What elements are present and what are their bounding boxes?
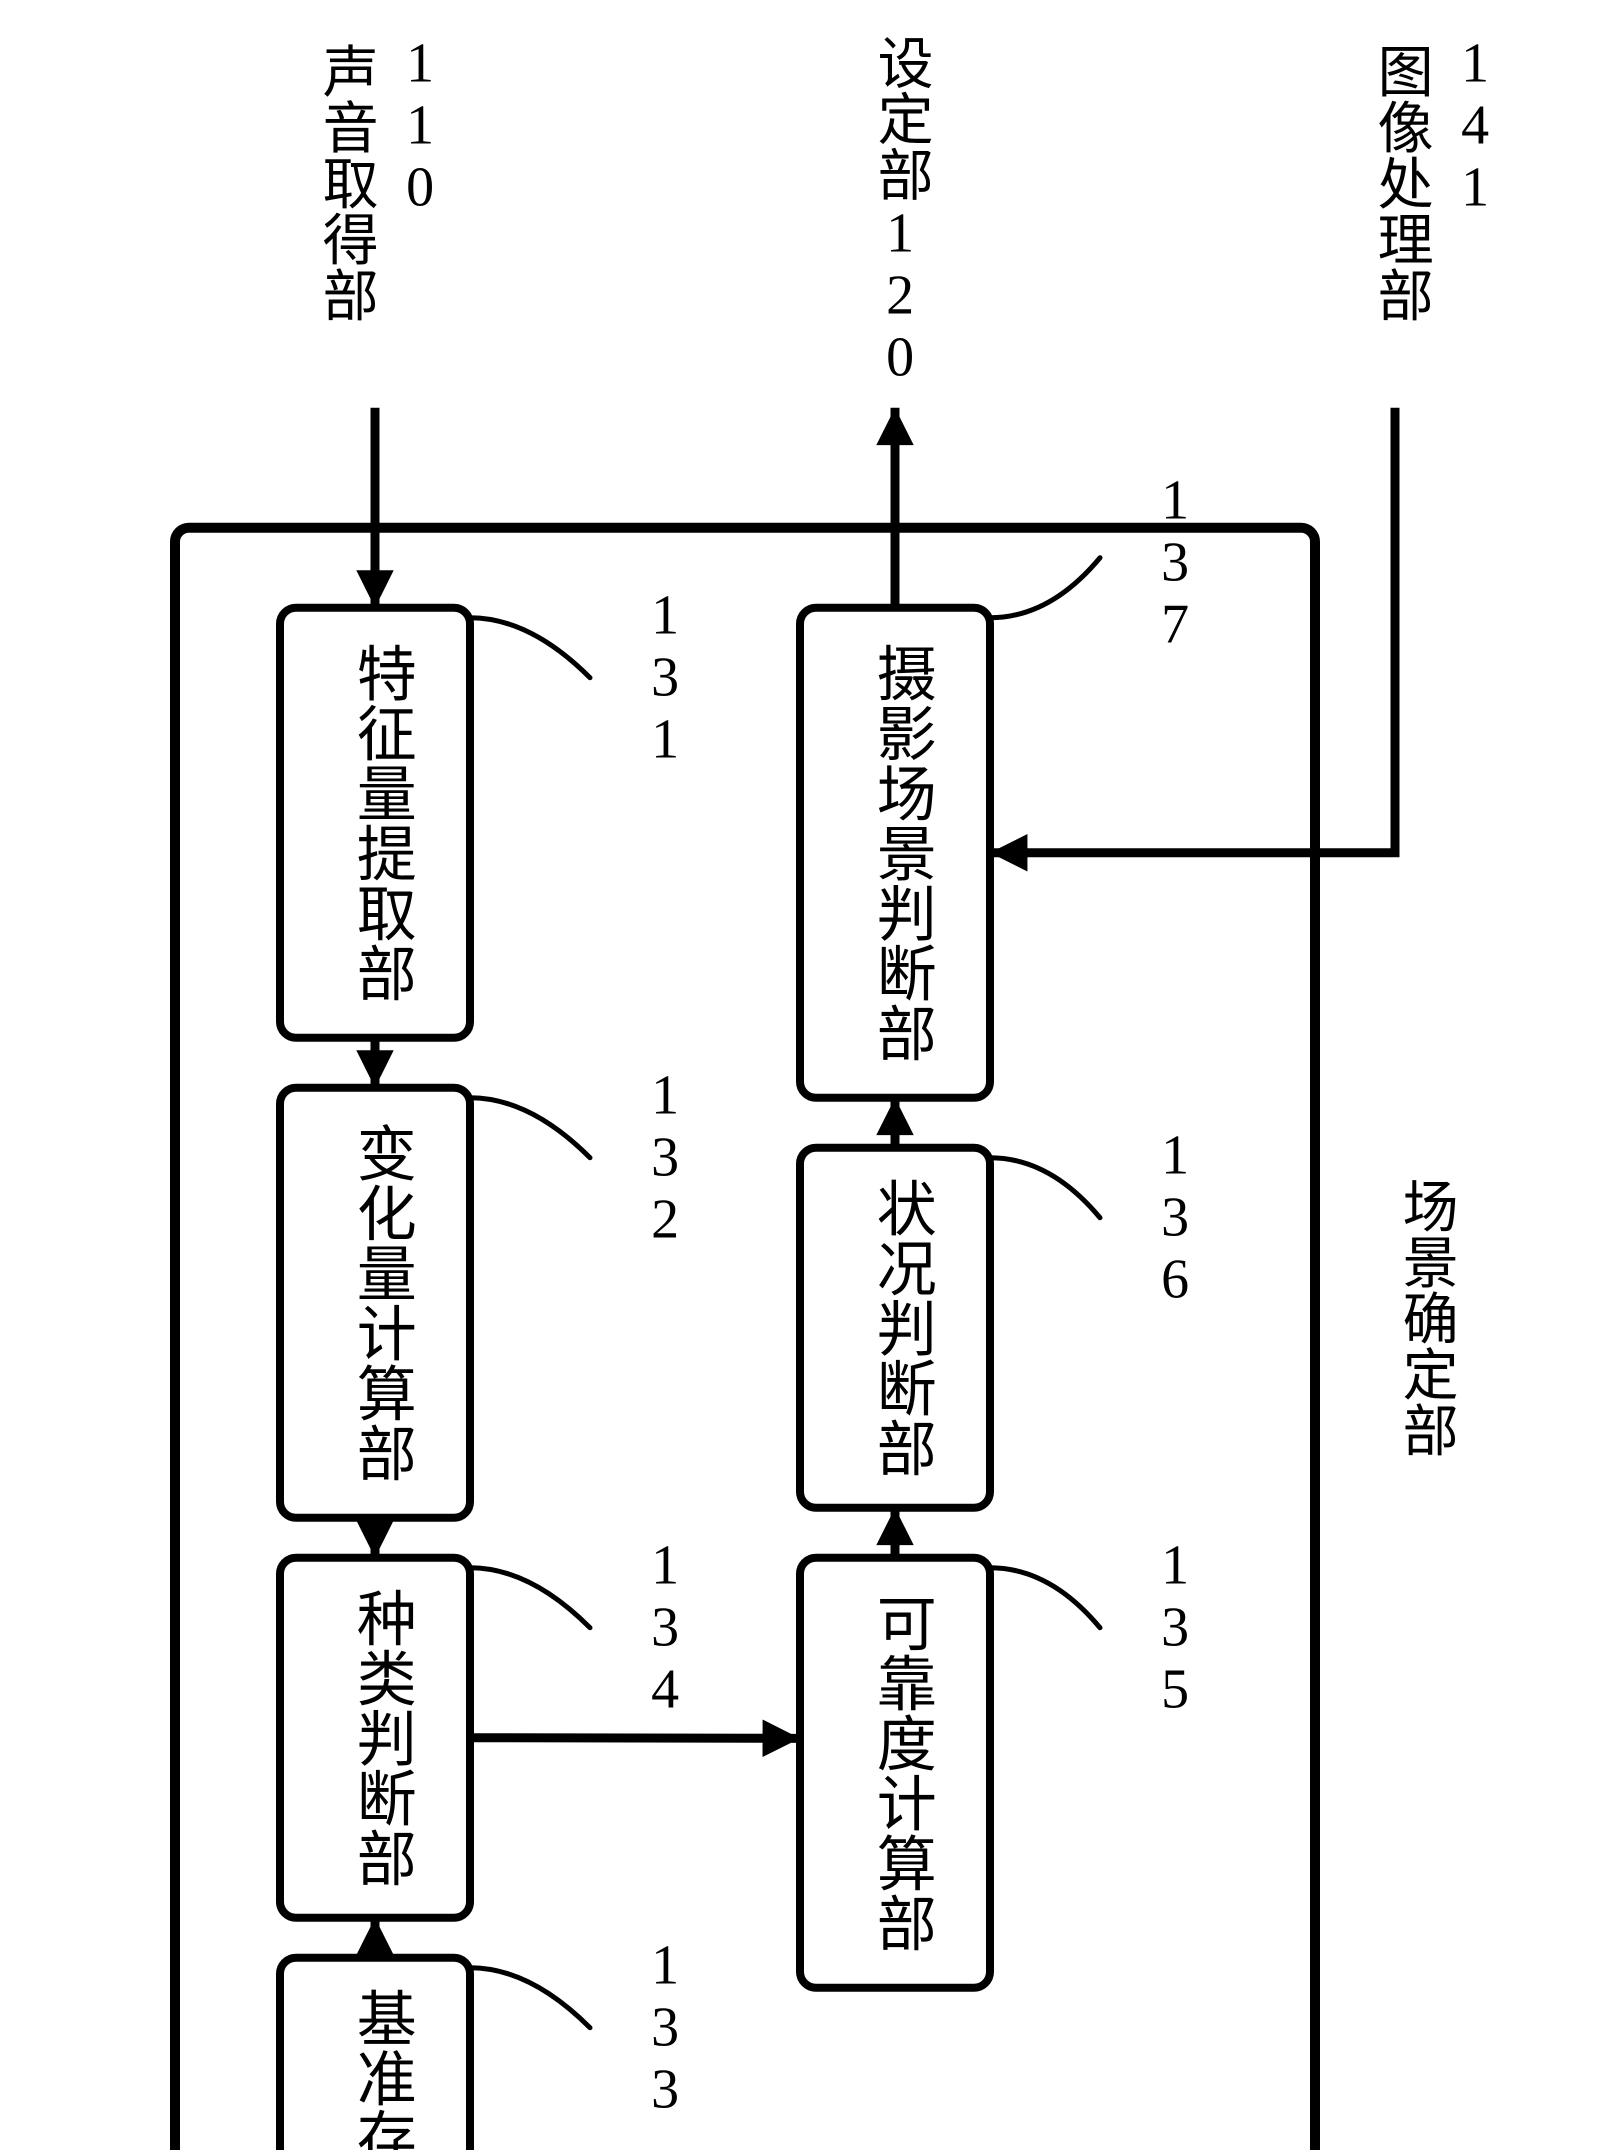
ref-132: 132 <box>634 1065 696 1251</box>
node-b133-label: 基准存储部 <box>348 1988 415 2150</box>
node-b135-label: 可靠度计算部 <box>868 1593 934 1953</box>
ref-133: 133 <box>634 1935 696 2121</box>
node-b137-label: 摄影场景判断部 <box>868 643 935 1063</box>
ext-setting-label: 设定部120 <box>869 34 931 388</box>
ref-131: 131 <box>634 585 696 771</box>
ref-136: 136 <box>1144 1125 1206 1311</box>
container-label: 场景确定部 <box>1394 1178 1457 1458</box>
ext-image-ref: 141 <box>1444 33 1506 219</box>
ext-sound-ref: 110 <box>389 33 451 219</box>
node-b132-label: 变化量计算部 <box>348 1123 414 1483</box>
node-b136-label: 状况判断部 <box>868 1178 935 1478</box>
ref-135: 135 <box>1144 1535 1206 1721</box>
flow-arrow <box>470 1738 800 1739</box>
node-b134-label: 种类判断部 <box>348 1588 415 1888</box>
ref-134: 134 <box>634 1535 696 1721</box>
node-b131-label: 特征量提取部 <box>348 643 415 1003</box>
ref-137: 137 <box>1144 470 1206 656</box>
ext-image-label: 图像处理部 <box>1369 43 1432 323</box>
ext-sound-label: 声音取得部 <box>314 43 377 323</box>
